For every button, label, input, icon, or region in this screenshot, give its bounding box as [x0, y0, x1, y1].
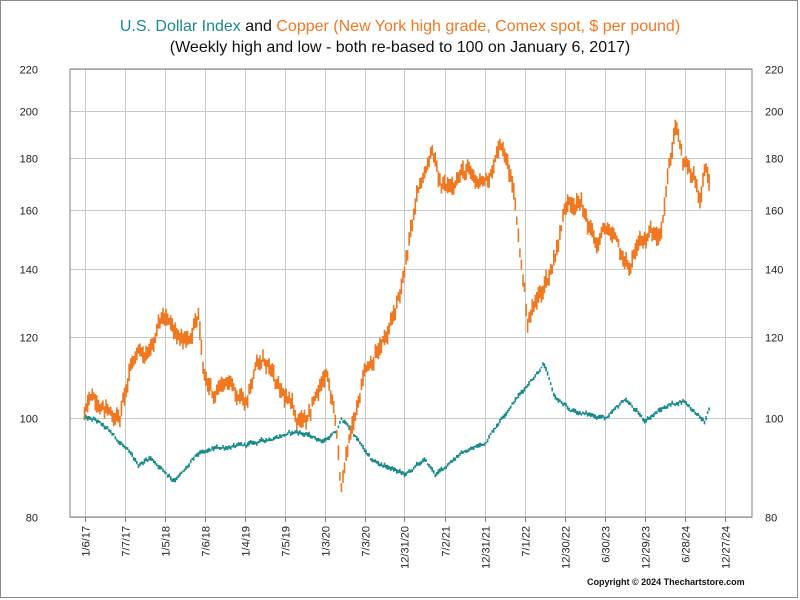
y-tick-label-right: 80 — [765, 513, 777, 525]
x-tick-label: 7/3/20 — [361, 526, 373, 557]
copper-line — [83, 119, 710, 493]
x-tick-label: 12/31/20 — [400, 526, 412, 569]
y-tick-label-left: 120 — [20, 333, 38, 345]
x-tick-label: 12/30/22 — [561, 526, 573, 569]
copper-series — [83, 119, 710, 493]
plot-border — [69, 68, 753, 518]
y-tick-label-left: 200 — [20, 107, 38, 119]
x-tick-label: 6/28/24 — [681, 526, 693, 563]
x-tick-label: 12/29/23 — [641, 526, 653, 569]
y-tick-label-right: 180 — [765, 154, 783, 166]
title-and: and — [240, 18, 277, 35]
x-tick-label: 12/31/21 — [481, 526, 493, 569]
y-tick-label-left: 220 — [20, 65, 38, 77]
series-layer — [83, 119, 710, 493]
x-tick-label: 7/1/22 — [521, 526, 533, 557]
x-tick-label: 1/3/20 — [321, 526, 333, 557]
chart-title: U.S. Dollar Index and Copper (New York h… — [0, 18, 800, 36]
y-tick-label-left: 80 — [26, 513, 38, 525]
axis-layer: 80 80 100 100 120 120 140 140 160 160 180 180 200 200… — [20, 65, 784, 569]
x-tick-label: 7/2/21 — [441, 526, 453, 557]
y-tick-label-left: 180 — [20, 154, 38, 166]
title-copper: Copper (New York high grade, Comex spot,… — [276, 18, 681, 35]
dollar-index-line — [83, 362, 710, 483]
y-tick-label-left: 140 — [20, 265, 38, 277]
x-tick-label: 12/27/24 — [721, 526, 733, 569]
y-tick-label-right: 160 — [765, 206, 783, 218]
y-tick-label-right: 100 — [765, 414, 783, 426]
x-tick-label: 1/4/19 — [241, 526, 253, 557]
y-tick-label-left: 160 — [20, 206, 38, 218]
copyright-notice: Copyright © 2024 Thechartstore.com — [587, 577, 745, 587]
x-tick-label: 1/5/18 — [161, 526, 173, 557]
y-tick-label-left: 100 — [20, 414, 38, 426]
y-tick-label-right: 120 — [765, 333, 783, 345]
x-tick-label: 7/7/17 — [121, 526, 133, 557]
x-tick-label: 1/6/17 — [81, 526, 93, 557]
y-tick-label-right: 200 — [765, 107, 783, 119]
x-tick-label: 6/30/23 — [601, 526, 613, 563]
dollar-index-series — [83, 362, 710, 483]
x-tick-label: 7/5/19 — [281, 526, 293, 557]
grid-layer — [70, 69, 752, 518]
x-tick-label: 7/6/18 — [201, 526, 213, 557]
title-dollar: U.S. Dollar Index — [119, 18, 241, 35]
y-tick-label-right: 140 — [765, 265, 783, 277]
y-tick-label-right: 220 — [765, 65, 783, 77]
chart-subtitle: (Weekly high and low - both re-based to … — [169, 39, 631, 56]
